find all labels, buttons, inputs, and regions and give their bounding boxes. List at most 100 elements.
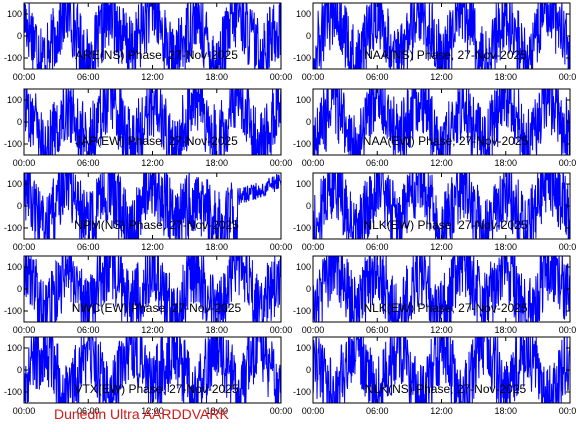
x-tick-label: 06:00 [77, 242, 100, 252]
phase-panel: 00:00 06:00 12:00 18:00 00:00 100 0 -100 NAA(EW)… [293, 88, 576, 168]
x-tick-label: 18:00 [205, 325, 228, 335]
panel-title: NAA(EW) Phase, 27-Nov-2025 [363, 134, 529, 148]
y-tick-label: 100 [296, 95, 311, 105]
x-tick-label: 12:00 [141, 325, 164, 335]
phase-trace [313, 89, 570, 155]
phase-trace [313, 173, 570, 239]
y-tick-label: 100 [7, 9, 22, 19]
x-tick-label: 00:00 [559, 158, 576, 168]
x-tick-label: 00:00 [302, 325, 325, 335]
x-tick-label: 00:00 [270, 325, 293, 335]
y-tick-label: 100 [7, 343, 22, 353]
panel-title: NWC(EW) Phase, 27-Nov-2025 [72, 301, 242, 315]
x-tick-label: 18:00 [205, 158, 228, 168]
footer-label: Dunedin Ultra AARDDVARK [54, 406, 229, 422]
y-tick-label: 0 [17, 117, 22, 127]
panel-title: NLK(EW) Phase, 27-Nov-2025 [363, 301, 527, 315]
phase-trace [313, 337, 570, 403]
y-tick-label: -100 [4, 387, 22, 397]
y-tick-label: 0 [17, 201, 22, 211]
x-tick-label: 06:00 [366, 406, 389, 416]
x-tick-label: 12:00 [141, 72, 164, 82]
y-tick-label: 0 [306, 117, 311, 127]
x-tick-label: 00:00 [302, 242, 325, 252]
x-tick-label: 06:00 [366, 72, 389, 82]
x-tick-label: 06:00 [366, 158, 389, 168]
x-tick-label: 00:00 [13, 72, 36, 82]
x-tick-label: 06:00 [77, 72, 100, 82]
x-tick-label: 06:00 [77, 406, 100, 416]
phase-trace [24, 256, 281, 322]
panel-title: NLK(NS) Phase, 27-Nov-2025 [365, 382, 527, 396]
phase-panel: 00:00 06:00 12:00 18:00 00:00 100 0 -100 NLK(NS)… [293, 336, 576, 416]
y-tick-label: -100 [293, 387, 311, 397]
phase-panel: 00:00 06:00 12:00 18:00 00:00 100 0 -100 NLK(EW)… [293, 255, 576, 335]
phase-panel: 00:00 06:00 12:00 18:00 00:00 100 0 -100 NPM(NS)… [4, 172, 293, 252]
y-tick-label: 100 [7, 95, 22, 105]
phase-panel: 00:00 06:00 12:00 18:00 00:00 100 0 -100 NAA(NS)… [293, 2, 576, 82]
x-tick-label: 00:00 [270, 242, 293, 252]
x-tick-label: 12:00 [430, 158, 453, 168]
y-tick-label: 0 [17, 284, 22, 294]
panel-title: NAA(NS) Phase, 27-Nov-2025 [364, 48, 527, 62]
panel-title: JAP(EW) Phase, 27-Nov-2025 [75, 134, 238, 148]
x-tick-label: 12:00 [141, 242, 164, 252]
y-tick-label: 100 [7, 262, 22, 272]
x-tick-label: 00:00 [13, 325, 36, 335]
y-tick-label: -100 [293, 306, 311, 316]
y-tick-label: -100 [4, 223, 22, 233]
x-tick-label: 00:00 [559, 325, 576, 335]
y-tick-label: 100 [296, 9, 311, 19]
x-tick-label: 06:00 [366, 242, 389, 252]
x-tick-label: 12:00 [430, 406, 453, 416]
phase-panel: 00:00 06:00 12:00 18:00 00:00 100 0 -100 NWC(EW)… [4, 255, 293, 335]
phase-trace [24, 3, 281, 69]
y-tick-label: -100 [293, 139, 311, 149]
phase-panel: 00:00 06:00 12:00 18:00 00:00 100 0 -100 NLK(EW)… [293, 172, 576, 252]
y-tick-label: -100 [293, 223, 311, 233]
panel-title: VTX(EW) Phase, 27-Nov-2025 [74, 382, 238, 396]
x-tick-label: 00:00 [13, 242, 36, 252]
x-tick-label: 18:00 [205, 72, 228, 82]
y-tick-label: -100 [4, 306, 22, 316]
phase-trace [313, 256, 570, 322]
panel-title: NPM(NS) Phase, 27-Nov-2025 [74, 218, 239, 232]
x-tick-label: 18:00 [494, 158, 517, 168]
y-tick-label: -100 [4, 53, 22, 63]
x-tick-label: 00:00 [302, 406, 325, 416]
x-tick-label: 00:00 [302, 158, 325, 168]
x-tick-label: 18:00 [494, 325, 517, 335]
x-tick-label: 18:00 [494, 406, 517, 416]
panel-title: ARE(NS) Phase, 27-Nov-2025 [75, 48, 238, 62]
x-tick-label: 00:00 [559, 242, 576, 252]
x-tick-label: 12:00 [141, 158, 164, 168]
x-tick-label: 00:00 [559, 406, 576, 416]
y-tick-label: 0 [306, 365, 311, 375]
x-tick-label: 12:00 [430, 325, 453, 335]
x-tick-label: 00:00 [270, 72, 293, 82]
x-tick-label: 12:00 [430, 72, 453, 82]
y-tick-label: 0 [306, 284, 311, 294]
phase-panel: 00:00 06:00 12:00 18:00 00:00 100 0 -100 VTX(EW)… [4, 336, 292, 416]
phase-trace [24, 173, 281, 239]
x-tick-label: 00:00 [559, 72, 576, 82]
x-tick-label: 18:00 [205, 242, 228, 252]
x-tick-label: 00:00 [302, 72, 325, 82]
y-tick-label: 0 [17, 365, 22, 375]
x-tick-label: 18:00 [494, 242, 517, 252]
y-tick-label: -100 [4, 139, 22, 149]
panel-title: NLK(EW) Phase, 27-Nov-2025 [363, 218, 527, 232]
phase-trace [24, 337, 281, 403]
x-tick-label: 18:00 [494, 72, 517, 82]
phase-panel: 00:00 06:00 12:00 18:00 00:00 100 0 -100 ARE(NS)… [4, 2, 293, 82]
x-tick-label: 18:00 [205, 406, 228, 416]
y-tick-label: 100 [296, 343, 311, 353]
x-tick-label: 12:00 [430, 242, 453, 252]
y-tick-label: 100 [296, 179, 311, 189]
y-tick-label: 0 [306, 201, 311, 211]
phase-trace [24, 89, 281, 155]
x-tick-label: 06:00 [77, 158, 100, 168]
x-tick-label: 12:00 [141, 406, 164, 416]
x-tick-label: 06:00 [366, 325, 389, 335]
